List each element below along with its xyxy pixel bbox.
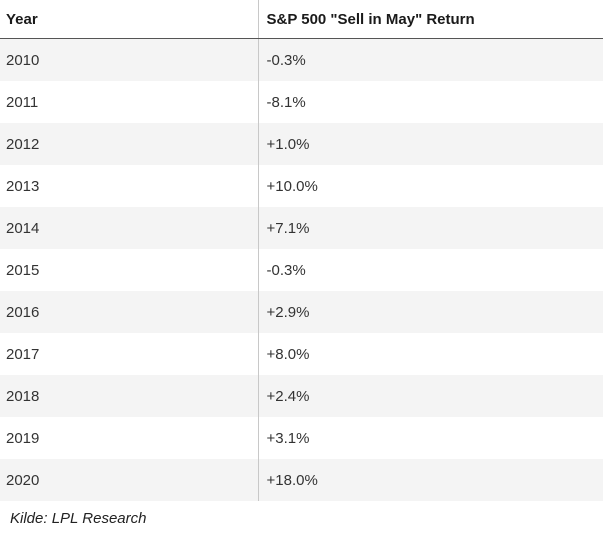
returns-table: Year S&P 500 "Sell in May" Return 2010 -…	[0, 0, 603, 501]
table-row: 2018 +2.4%	[0, 375, 603, 417]
return-cell: +1.0%	[258, 123, 603, 165]
year-cell: 2010	[0, 38, 259, 81]
return-cell: -0.3%	[258, 249, 603, 291]
year-cell: 2012	[0, 123, 259, 165]
year-cell: 2015	[0, 249, 259, 291]
return-cell: +3.1%	[258, 417, 603, 459]
return-cell: +2.9%	[258, 291, 603, 333]
table-row: 2019 +3.1%	[0, 417, 603, 459]
source-note: Kilde: LPL Research	[10, 510, 147, 527]
return-cell: +8.0%	[258, 333, 603, 375]
return-cell: +2.4%	[258, 375, 603, 417]
year-cell: 2014	[0, 207, 259, 249]
table-row: 2013 +10.0%	[0, 165, 603, 207]
return-cell: +7.1%	[258, 207, 603, 249]
table-header-row: Year S&P 500 "Sell in May" Return	[0, 0, 603, 39]
return-cell: +10.0%	[258, 165, 603, 207]
year-cell: 2018	[0, 375, 259, 417]
table-row: 2011 -8.1%	[0, 81, 603, 123]
return-cell: -8.1%	[258, 81, 603, 123]
year-cell: 2011	[0, 81, 259, 123]
table-row: 2017 +8.0%	[0, 333, 603, 375]
header-return: S&P 500 "Sell in May" Return	[258, 0, 603, 39]
table-row: 2014 +7.1%	[0, 207, 603, 249]
year-cell: 2016	[0, 291, 259, 333]
table-row: 2016 +2.9%	[0, 291, 603, 333]
table-row: 2015 -0.3%	[0, 249, 603, 291]
year-cell: 2013	[0, 165, 259, 207]
year-cell: 2017	[0, 333, 259, 375]
table-row: 2020 +18.0%	[0, 459, 603, 501]
return-cell: +18.0%	[258, 459, 603, 501]
table-row: 2012 +1.0%	[0, 123, 603, 165]
table-row: 2010 -0.3%	[0, 38, 603, 81]
header-year: Year	[0, 0, 259, 39]
return-cell: -0.3%	[258, 38, 603, 81]
year-cell: 2019	[0, 417, 259, 459]
year-cell: 2020	[0, 459, 259, 501]
